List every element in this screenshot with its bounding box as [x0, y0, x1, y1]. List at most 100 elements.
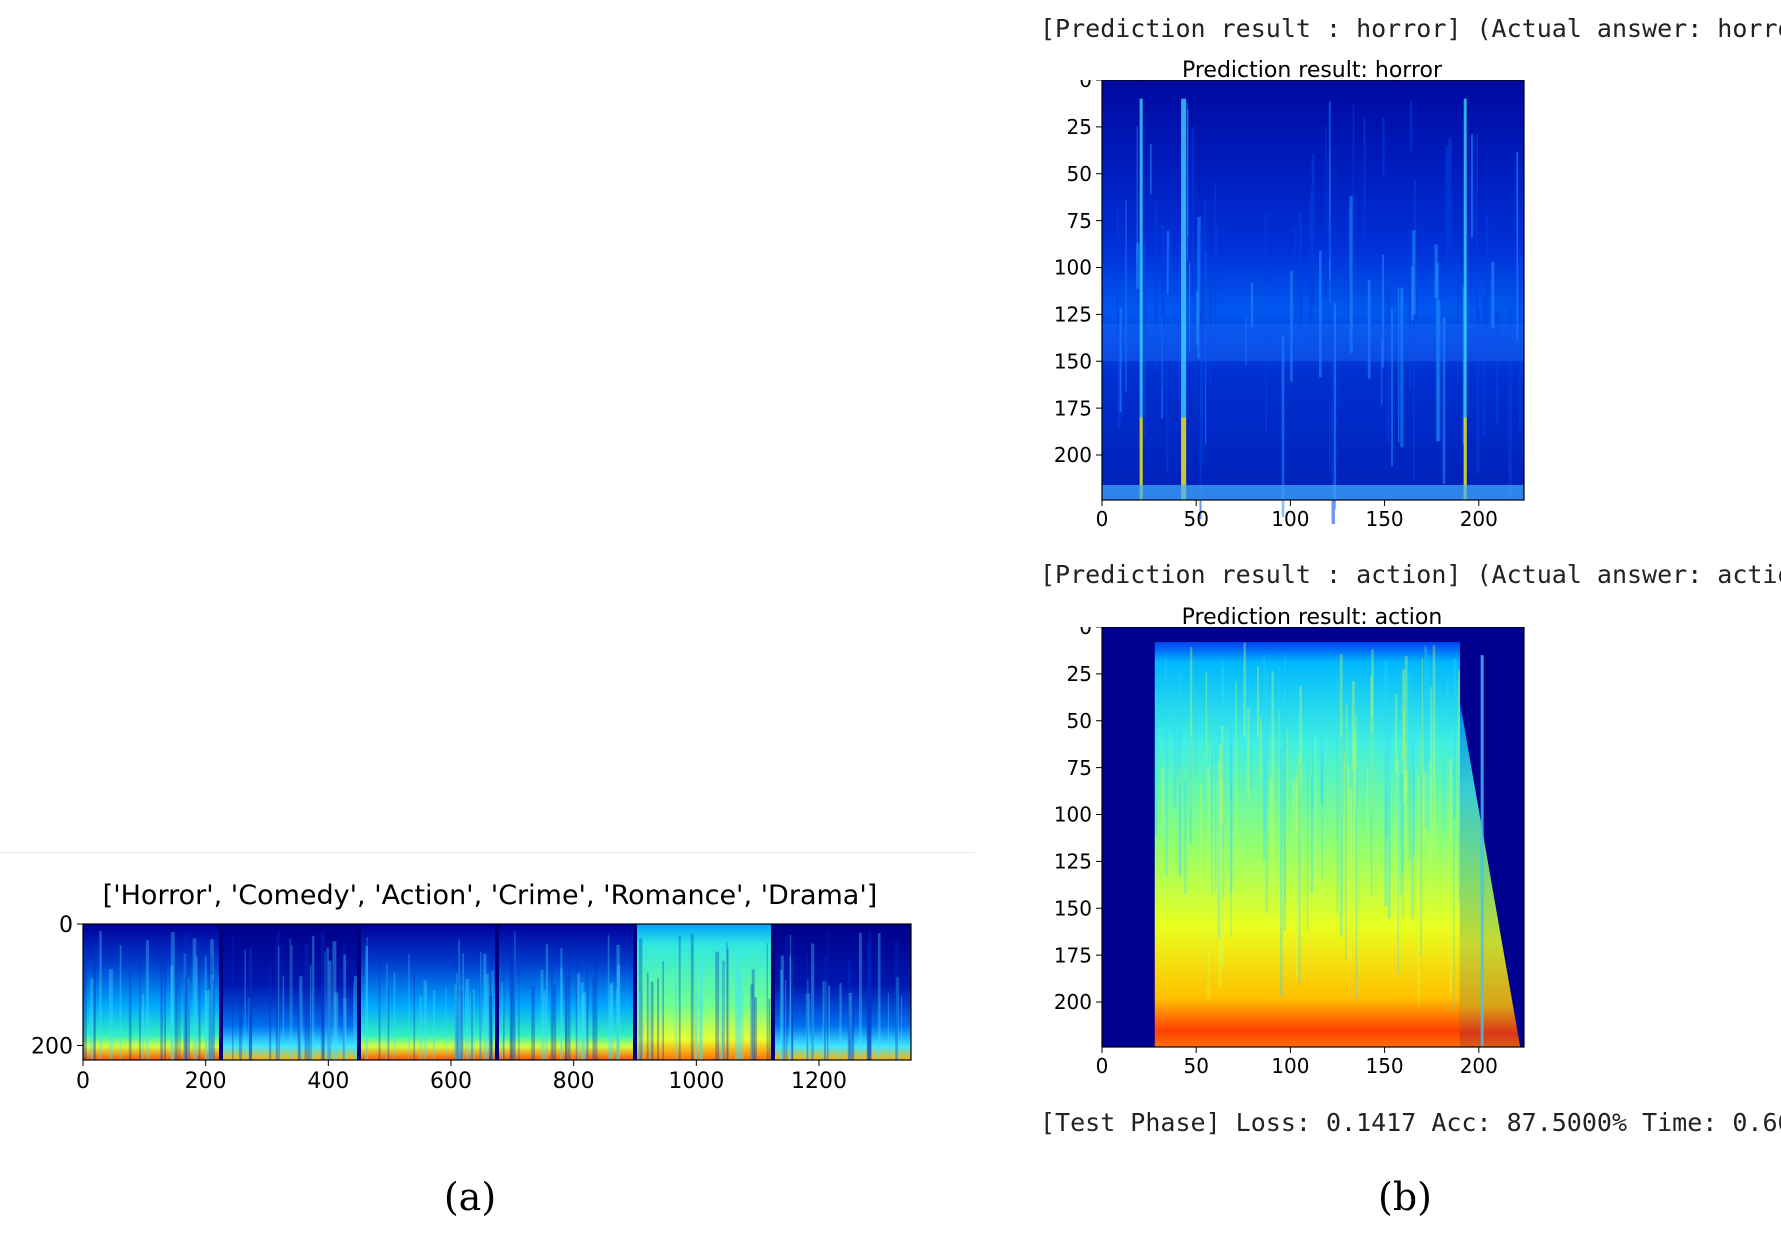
spectral-streak	[1371, 649, 1374, 734]
spectral-streak	[1400, 287, 1404, 448]
spectral-streak	[827, 985, 831, 1060]
spectral-streak	[278, 946, 280, 1060]
spectral-streak	[170, 932, 175, 1060]
spectral-streak	[822, 981, 827, 1060]
spectral-streak	[699, 961, 703, 1060]
console-line-horror-result: [Prediction result : horror] (Actual ans…	[1040, 14, 1781, 43]
spectral-streak	[1298, 765, 1301, 985]
spectral-streak	[698, 997, 703, 1060]
console-line-action-result: [Prediction result : action] (Actual ans…	[1040, 560, 1781, 589]
y-tick-label: 0	[1079, 80, 1092, 92]
spectral-streak	[1345, 704, 1348, 771]
spectral-streak	[1417, 776, 1420, 1006]
spectral-streak	[248, 947, 252, 1060]
spectral-streak	[299, 976, 303, 1060]
spectral-streak	[848, 993, 853, 1060]
spectral-streak	[1495, 310, 1499, 424]
spectral-streak	[138, 955, 141, 1060]
spectral-streak	[1370, 675, 1373, 812]
spectral-streak	[646, 972, 649, 1060]
spectral-streak	[616, 944, 620, 1060]
spectral-streak	[1462, 286, 1465, 444]
spectral-streak	[1442, 317, 1446, 484]
spectral-streak	[1344, 729, 1347, 961]
spectral-streak	[479, 977, 482, 1060]
spectral-streak	[782, 960, 786, 1060]
spectral-streak	[1199, 783, 1202, 942]
spectral-streak	[1445, 146, 1449, 266]
spectral-streak	[282, 975, 285, 1060]
spectral-streak	[387, 985, 390, 1060]
spectral-streak	[1250, 696, 1252, 790]
spectral-streak	[1329, 278, 1331, 471]
spectral-streak	[1217, 759, 1220, 888]
y-tick-label: 50	[1067, 709, 1092, 733]
spectral-streak	[1404, 741, 1407, 851]
y-tick-label: 0	[59, 913, 73, 938]
spectral-streak	[694, 965, 698, 1060]
bright-transient-base	[1139, 417, 1143, 500]
spectral-streak	[1382, 254, 1384, 368]
segment-comedy	[221, 924, 359, 1060]
spectral-streak	[1173, 699, 1177, 808]
spectral-streak	[1298, 756, 1300, 834]
spectral-streak	[1264, 213, 1267, 281]
bright-transient-base	[1463, 417, 1467, 500]
spectral-streak	[324, 951, 326, 1060]
spectral-streak	[1346, 766, 1350, 894]
spectral-streak	[1215, 227, 1218, 291]
y-tick-label: 125	[1054, 850, 1092, 874]
spectral-streak	[1321, 760, 1324, 806]
chart-horror-title: Prediction result: horror	[1181, 58, 1443, 83]
spectral-streak	[1195, 689, 1197, 776]
spectral-streak	[1408, 672, 1411, 862]
panel-divider	[0, 852, 975, 853]
spectral-streak	[1220, 725, 1224, 969]
spectral-streak	[1164, 658, 1167, 750]
spectral-streak	[1385, 787, 1388, 837]
spectral-streak	[1290, 270, 1293, 382]
y-tick-label: 200	[1054, 443, 1092, 467]
spectral-streak	[1347, 207, 1351, 335]
spectral-streak	[1144, 302, 1147, 379]
spectral-streak	[1214, 182, 1217, 322]
spectral-streak	[353, 982, 355, 1060]
spectral-streak	[275, 934, 279, 1060]
spectral-streak	[297, 998, 301, 1060]
spectral-streak	[543, 990, 546, 1060]
spectral-streak	[900, 995, 903, 1060]
spectral-streak	[1404, 655, 1408, 795]
spectral-streak	[1218, 763, 1222, 987]
spectral-streak	[419, 995, 422, 1060]
spectral-streak	[657, 978, 660, 1060]
spectral-streak	[462, 953, 465, 1060]
spectral-streak	[1215, 694, 1217, 891]
panel-a-label: (a)	[443, 1175, 497, 1219]
spectral-streak	[179, 977, 181, 1060]
spectral-streak	[560, 967, 563, 1060]
spectral-streak	[1269, 777, 1273, 858]
spectral-streak	[1197, 216, 1201, 359]
spectral-streak	[780, 969, 783, 1060]
spectral-streak	[866, 994, 870, 1060]
spectral-streak	[1453, 766, 1455, 1011]
spectral-streak	[1166, 230, 1170, 295]
spectral-streak	[1311, 154, 1315, 305]
spectral-streak	[784, 980, 787, 1060]
spectral-streak	[1207, 766, 1210, 1001]
spectral-streak	[1221, 667, 1225, 898]
spectral-streak	[1420, 777, 1422, 957]
spectral-streak	[580, 982, 584, 1060]
spectral-streak	[1306, 761, 1309, 932]
spectral-streak	[170, 965, 174, 1060]
panel-b-label: (b)	[1378, 1175, 1432, 1219]
segment-romance	[635, 924, 773, 1060]
spectral-streak	[1412, 230, 1416, 315]
spectral-streak	[393, 972, 396, 1060]
spectral-streak	[1125, 200, 1127, 393]
spectral-streak	[662, 961, 665, 1060]
spectral-streak	[1353, 732, 1356, 912]
spectral-streak	[1397, 781, 1399, 976]
spectral-streak	[1410, 101, 1413, 152]
spectral-streak	[674, 983, 677, 1060]
